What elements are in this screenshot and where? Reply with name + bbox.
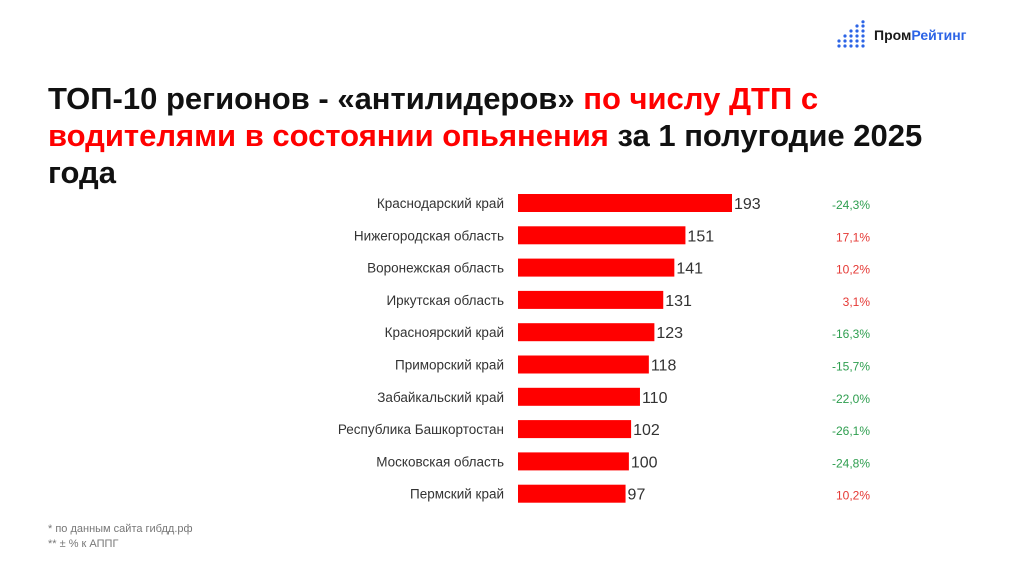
category-label: Забайкальский край — [377, 390, 504, 405]
change-label: -24,3% — [832, 198, 870, 212]
category-label: Московская область — [376, 454, 504, 469]
footnote-comparison: ** ± % к АППГ — [48, 538, 119, 550]
value-label: 100 — [631, 454, 658, 471]
brand-name: ПромРейтинг — [874, 27, 966, 43]
value-label: 97 — [628, 487, 646, 504]
bar — [518, 452, 629, 471]
change-label: -16,3% — [832, 327, 870, 341]
value-label: 141 — [676, 261, 703, 278]
page-title: ТОП-10 регионов - «антилидеров» по числу… — [48, 80, 988, 191]
category-label: Иркутская область — [386, 293, 504, 308]
category-label: Краснодарский край — [377, 196, 504, 211]
category-label: Республика Башкортостан — [338, 422, 504, 437]
brand-logo: ПромРейтинг — [836, 20, 966, 50]
change-label: 10,2% — [836, 489, 870, 503]
value-label: 102 — [633, 422, 660, 439]
dot-matrix-logo-icon — [837, 20, 865, 48]
value-label: 131 — [665, 293, 692, 310]
footnote-source: * по данным сайта гибдд.рф — [48, 523, 193, 535]
bar — [518, 194, 732, 212]
change-label: -22,0% — [832, 392, 870, 406]
change-label: 3,1% — [843, 295, 871, 309]
bar — [518, 258, 675, 277]
bar — [518, 226, 686, 245]
title-highlight: по числу ДТП с водителями в состоянии оп… — [48, 81, 819, 153]
change-label: -15,7% — [832, 360, 870, 374]
category-label: Приморский край — [395, 358, 504, 373]
value-label: 151 — [687, 228, 714, 245]
bar — [518, 323, 655, 342]
category-label: Пермский край — [410, 487, 504, 502]
brand-name-part1: Пром — [874, 27, 912, 43]
change-label: 17,1% — [836, 230, 870, 244]
bar — [518, 355, 649, 374]
value-label: 193 — [734, 196, 761, 213]
change-label: -24,8% — [832, 456, 870, 470]
title-part3: за 1 полугодие 2025 года — [48, 118, 923, 190]
brand-name-part2: Рейтинг — [911, 27, 967, 43]
bar — [518, 484, 626, 503]
category-label: Красноярский край — [385, 325, 504, 340]
value-label: 110 — [642, 390, 668, 407]
bar — [518, 290, 664, 309]
value-label: 123 — [656, 325, 683, 342]
title-part1: ТОП-10 регионов - «антилидеров» — [48, 81, 584, 116]
category-label: Воронежская область — [367, 261, 504, 276]
value-label: 118 — [651, 358, 677, 375]
bar — [518, 420, 632, 439]
category-label: Нижегородская область — [354, 228, 504, 243]
change-label: -26,1% — [832, 424, 870, 438]
bar — [518, 387, 640, 406]
footnotes: * по данным сайта гибдд.рф ** ± % к АППГ — [48, 522, 193, 552]
change-label: 10,2% — [836, 263, 870, 277]
